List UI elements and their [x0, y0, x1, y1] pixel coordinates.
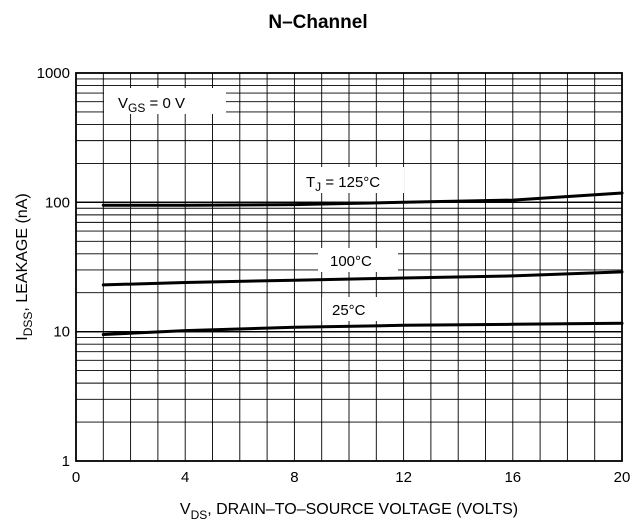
series-label-bg-25	[322, 297, 392, 321]
x-tick-label: 20	[614, 469, 631, 486]
x-tick-labels: 0 4 8 12 16 20	[72, 469, 631, 486]
chart-title: N–Channel	[268, 12, 367, 33]
series-label-125: TJ = 125°C	[306, 174, 380, 194]
y-tick-labels: 1 10 100 1000	[37, 65, 70, 470]
grid	[76, 73, 622, 461]
x-axis-label: VDS, DRAIN–TO–SOURCE VOLTAGE (VOLTS)	[180, 501, 518, 521]
series-line-0	[101, 191, 624, 207]
series-line-1	[101, 270, 624, 287]
y-tick-label: 1000	[37, 65, 70, 82]
annotations: VGS = 0 V TJ = 125°C 100°C 25°C	[104, 88, 404, 321]
series-label-bg-100	[318, 248, 398, 272]
series-label-100: 100°C	[330, 253, 372, 270]
y-tick-label: 1	[62, 453, 70, 470]
conditions-label-bg	[104, 88, 226, 114]
conditions-label: VGS = 0 V	[118, 95, 185, 115]
y-axis-label: IDSS, LEAKAGE (nA)	[14, 193, 35, 340]
y-tick-label: 100	[45, 194, 70, 211]
series-label-25: 25°C	[332, 302, 366, 319]
x-tick-label: 12	[395, 469, 412, 486]
series-label-bg-125	[296, 167, 404, 193]
x-tick-label: 4	[181, 469, 189, 486]
x-tick-label: 0	[72, 469, 80, 486]
curves	[101, 191, 624, 336]
plot-frame	[75, 72, 623, 462]
x-tick-label: 16	[504, 469, 521, 486]
series-line-2	[101, 321, 624, 336]
y-tick-label: 10	[53, 324, 70, 341]
x-tick-label: 8	[290, 469, 298, 486]
